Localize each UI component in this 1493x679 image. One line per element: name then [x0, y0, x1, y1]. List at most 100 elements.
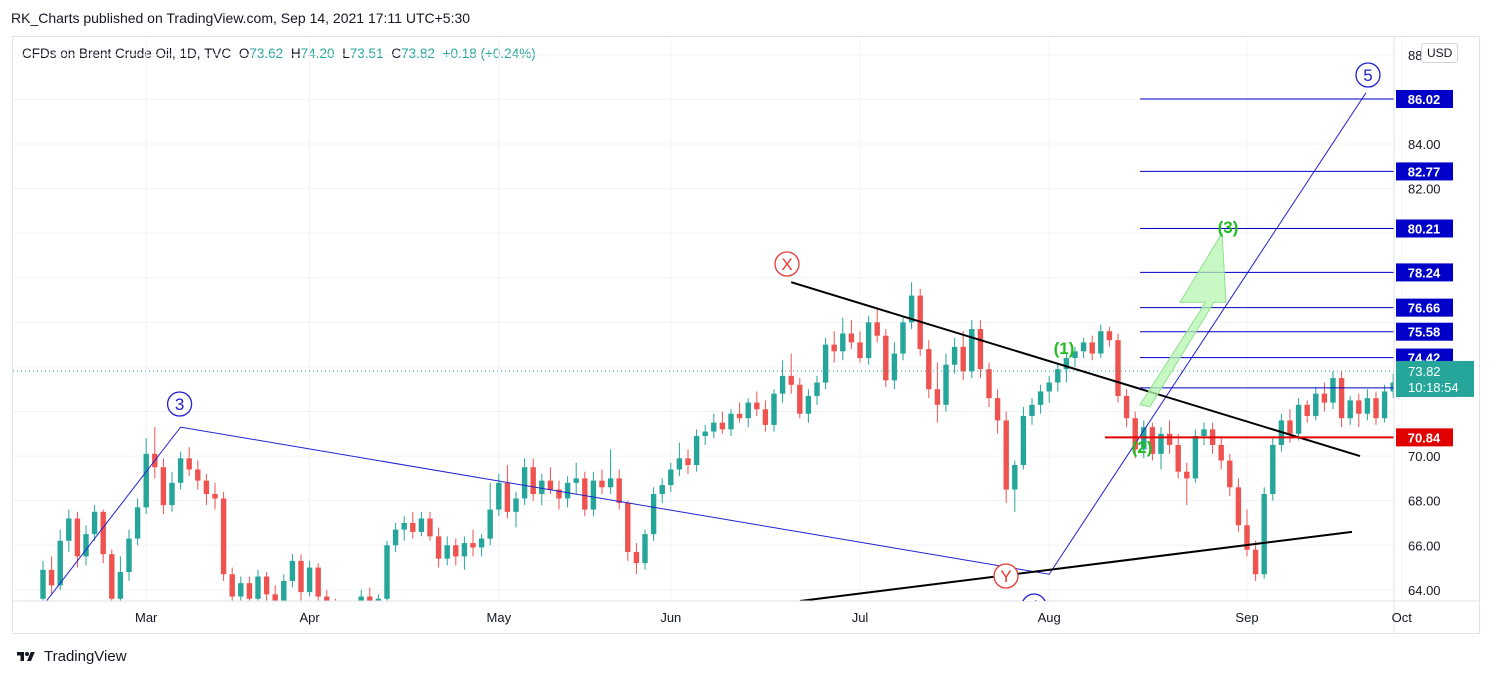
footer-brand-text: TradingView [44, 648, 127, 665]
candle-body [1347, 400, 1353, 419]
candle-body [1046, 382, 1052, 392]
candle-body [582, 478, 588, 510]
open-label: O [238, 46, 250, 61]
candle-body [547, 480, 554, 490]
candle-body [1089, 342, 1095, 354]
candle-body [977, 329, 984, 370]
candle-body [427, 518, 433, 537]
candle-body [100, 511, 106, 555]
candle-body [822, 344, 829, 383]
candle-body [435, 536, 442, 559]
candle-body [410, 522, 416, 532]
candle-body [306, 567, 313, 593]
candle-body [1218, 444, 1224, 461]
candle-body [943, 364, 949, 405]
candle-body [220, 498, 227, 575]
x-tick-label: May [487, 610, 512, 625]
candle-body [831, 344, 837, 352]
candle-body [1123, 395, 1130, 419]
candle-body [530, 467, 536, 494]
candle-body [1287, 420, 1293, 434]
candle-body [564, 482, 571, 499]
fib-level-tag: 82.77 [1408, 164, 1441, 179]
wave-x-label-circle [774, 251, 800, 277]
candle-body [994, 398, 1001, 421]
candle-body [616, 478, 622, 503]
candle-body [745, 402, 751, 419]
candle-body [453, 545, 459, 557]
candle-body [1252, 549, 1259, 575]
candle-body [642, 534, 648, 564]
fib-level-tag-bg [1396, 162, 1453, 181]
x-tick-label: Sep [1235, 610, 1258, 625]
candle-body [1235, 487, 1242, 526]
candle-body [263, 576, 270, 595]
candle-body [444, 545, 450, 559]
candle-body [1201, 429, 1207, 437]
candle-body [840, 333, 846, 352]
x-tick-label: Jun [660, 610, 681, 625]
candle-body [814, 382, 820, 396]
candle-body [289, 560, 296, 581]
candle-body [693, 436, 700, 466]
candle-body [590, 480, 597, 510]
candle-body [719, 422, 726, 430]
candle-body [195, 469, 201, 481]
tradingview-brand[interactable]: TradingView [14, 648, 127, 665]
candle-body [805, 395, 812, 414]
candle-body [1227, 460, 1233, 488]
open-value: 73.62 [249, 46, 284, 61]
candle-body [186, 458, 192, 470]
last-price-tag: 73.82 [1408, 364, 1441, 379]
candle-body [1261, 493, 1267, 575]
candle-body [1373, 398, 1379, 419]
candle-body [177, 458, 184, 483]
candle-body [1356, 400, 1362, 414]
fib-level-tag: 78.24 [1408, 265, 1441, 280]
candle-body [203, 480, 210, 494]
x-tick-label: Aug [1038, 610, 1061, 625]
candle-body [1295, 404, 1302, 434]
candle-body [1106, 331, 1113, 341]
candle-body [350, 610, 355, 612]
support-level-tag: 70.84 [1408, 430, 1441, 445]
candle-body [934, 389, 941, 405]
candle-body [1304, 404, 1310, 416]
y-tick-label: 82.00 [1408, 182, 1441, 197]
candle-body [117, 572, 124, 599]
wave-x-label: X [781, 255, 792, 274]
upper-trendline [790, 281, 1361, 458]
y-tick-label: 66.00 [1408, 538, 1441, 553]
candle-body [470, 543, 476, 548]
candle-body [57, 540, 63, 586]
candle-body [229, 574, 235, 597]
candle-body [788, 375, 794, 385]
candle-body [539, 480, 545, 494]
candle-body [238, 583, 244, 597]
candle-body [599, 480, 605, 488]
currency-button[interactable]: USD [1421, 43, 1459, 63]
candle-body [1338, 378, 1345, 419]
x-tick-label: Jul [852, 610, 869, 625]
candle-body [255, 576, 261, 599]
candle-body [556, 489, 562, 499]
candle-body [315, 567, 321, 597]
candle-body [126, 538, 132, 573]
x-tick-label: Apr [299, 610, 320, 625]
candle-body [1115, 340, 1121, 396]
wave-5-label-circle [1355, 62, 1381, 88]
candle-body [1390, 382, 1394, 392]
y-tick-label: 70.00 [1408, 449, 1441, 464]
candle-body [1098, 331, 1104, 354]
close-label: C [391, 46, 402, 61]
candle-body [513, 498, 519, 512]
candle-body [926, 349, 932, 390]
bar-countdown: 10:18:54 [1408, 380, 1459, 395]
candle-body [1321, 393, 1328, 403]
candle-body [333, 605, 338, 614]
candle-body [40, 569, 46, 599]
fib-level-tag: 75.58 [1408, 325, 1441, 340]
candle-body [1330, 378, 1336, 403]
candle-body [771, 393, 777, 425]
